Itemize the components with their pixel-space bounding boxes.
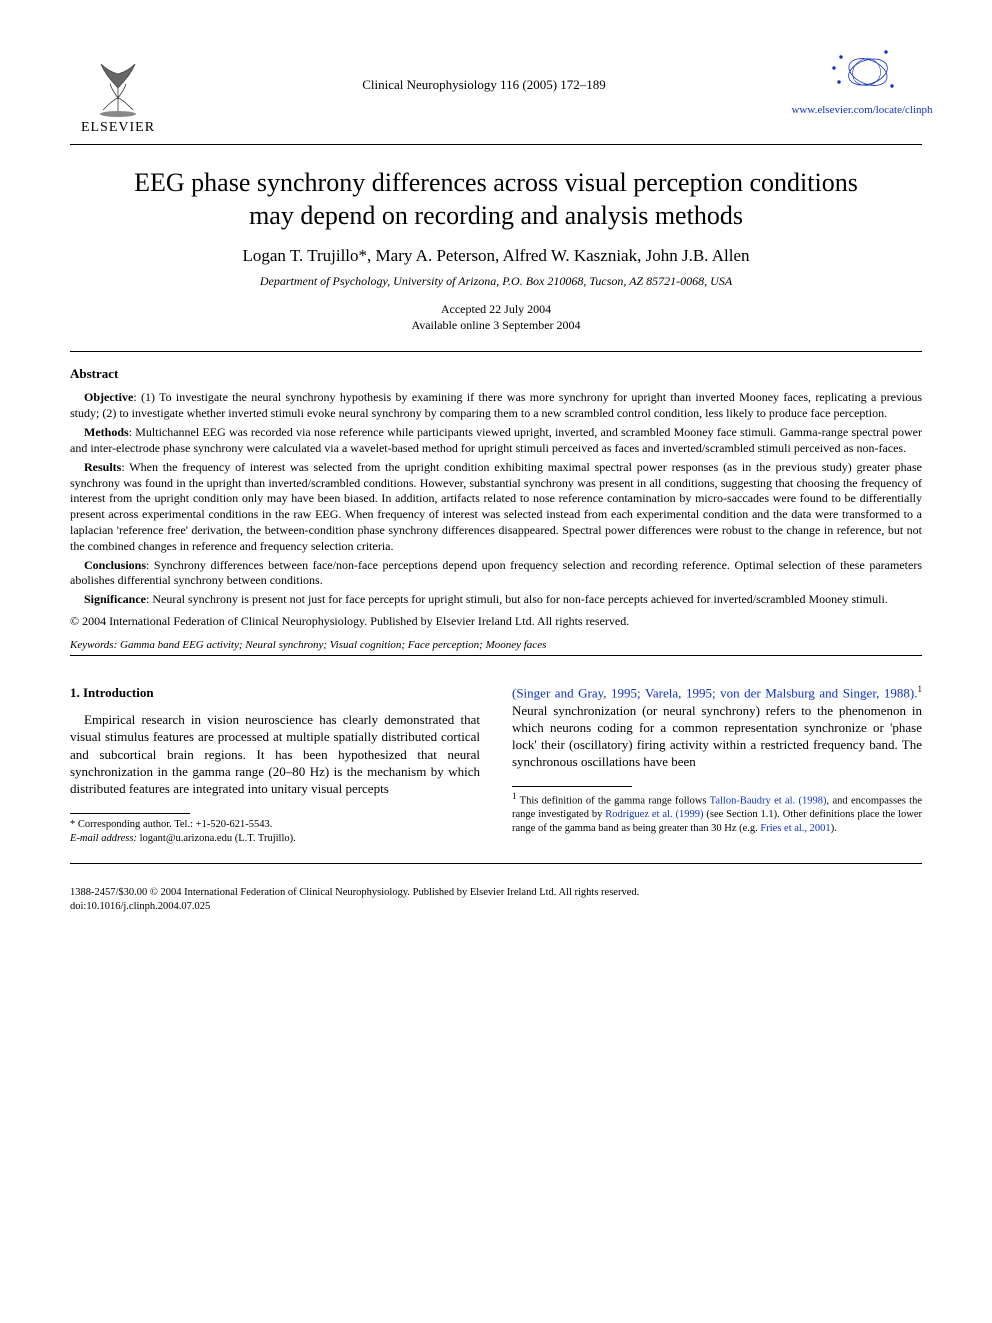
left-column: 1. Introduction Empirical research in vi…: [70, 684, 480, 845]
keywords-row: Keywords: Gamma band EEG activity; Neura…: [70, 639, 922, 651]
footnote-1-text-a: This definition of the gamma range follo…: [517, 796, 710, 807]
objective-label: Objective: [84, 390, 133, 404]
journal-reference: Clinical Neurophysiology 116 (2005) 172–…: [362, 77, 606, 92]
footnote-marker-1: 1: [918, 684, 923, 694]
journal-logo-icon: [826, 42, 898, 100]
corresponding-author-footnote: * Corresponding author. Tel.: +1-520-621…: [70, 818, 480, 845]
accepted-date: Accepted 22 July 2004: [441, 302, 551, 316]
intro-continued: (Singer and Gray, 1995; Varela, 1995; vo…: [512, 684, 922, 770]
intro-right-text: Neural synchronization (or neural synchr…: [512, 703, 922, 769]
abstract-heading: Abstract: [70, 366, 922, 382]
footnote-1: 1 This definition of the gamma range fol…: [512, 791, 922, 835]
affiliation: Department of Psychology, University of …: [70, 274, 922, 289]
footnote-ref-2[interactable]: Rodriguez et al. (1999): [605, 809, 703, 820]
body-columns: 1. Introduction Empirical research in vi…: [70, 684, 922, 845]
results-text: : When the frequency of interest was sel…: [70, 460, 922, 553]
footnote-rule-left: [70, 813, 190, 814]
publisher-name: ELSEVIER: [81, 120, 155, 136]
keywords-text: Gamma band EEG activity; Neural synchron…: [117, 639, 546, 651]
methods-label: Methods: [84, 425, 129, 439]
abstract-body: Objective: (1) To investigate the neural…: [70, 390, 922, 629]
abstract-top-rule: [70, 351, 922, 352]
footer-rule: [70, 863, 922, 864]
footnote-ref-3[interactable]: Fries et al., 2001: [760, 823, 830, 834]
journal-logo-block: www.elsevier.com/locate/clinph: [802, 42, 922, 116]
footnote-1-text-d: ).: [831, 823, 837, 834]
publisher-block: ELSEVIER: [70, 48, 166, 136]
results-label: Results: [84, 460, 121, 474]
page-header: ELSEVIER Clinical Neurophysiology 116 (2…: [70, 48, 922, 136]
journal-ref-wrap: Clinical Neurophysiology 116 (2005) 172–…: [166, 76, 802, 94]
citation-link[interactable]: (Singer and Gray, 1995; Varela, 1995; vo…: [512, 685, 918, 700]
locate-link[interactable]: www.elsevier.com/locate/clinph: [791, 104, 932, 116]
elsevier-tree-icon: [83, 48, 153, 118]
abstract-copyright: © 2004 International Federation of Clini…: [70, 614, 922, 629]
footer-copyright: 1388-2457/$30.00 © 2004 International Fe…: [70, 887, 639, 898]
keywords-label: Keywords:: [70, 639, 117, 651]
article-title: EEG phase synchrony differences across v…: [110, 167, 882, 232]
right-column: (Singer and Gray, 1995; Varela, 1995; vo…: [512, 684, 922, 845]
authors-line: Logan T. Trujillo*, Mary A. Peterson, Al…: [70, 246, 922, 266]
footer-doi: doi:10.1016/j.clinph.2004.07.025: [70, 901, 210, 912]
footnote-ref-1[interactable]: Tallon-Baudry et al. (1998): [710, 796, 827, 807]
significance-label: Significance: [84, 592, 146, 606]
journal-page: ELSEVIER Clinical Neurophysiology 116 (2…: [0, 0, 992, 954]
significance-text: : Neural synchrony is present not just f…: [146, 592, 888, 606]
corr-author-text: * Corresponding author. Tel.: +1-520-621…: [70, 819, 272, 830]
footnote-rule-right: [512, 786, 632, 787]
objective-text: : (1) To investigate the neural synchron…: [70, 390, 922, 420]
publication-dates: Accepted 22 July 2004 Available online 3…: [70, 301, 922, 333]
intro-paragraph: Empirical research in vision neuroscienc…: [70, 711, 480, 797]
email-label: E-mail address:: [70, 833, 137, 844]
section-1-heading: 1. Introduction: [70, 684, 480, 701]
abstract-bottom-rule: [70, 655, 922, 656]
conclusions-text: : Synchrony differences between face/non…: [70, 558, 922, 588]
online-date: Available online 3 September 2004: [411, 318, 580, 332]
email-value: logant@u.arizona.edu (L.T. Trujillo).: [137, 833, 296, 844]
methods-text: : Multichannel EEG was recorded via nose…: [70, 425, 922, 455]
header-rule: [70, 144, 922, 145]
conclusions-label: Conclusions: [84, 558, 146, 572]
page-footer: 1388-2457/$30.00 © 2004 International Fe…: [70, 886, 922, 913]
